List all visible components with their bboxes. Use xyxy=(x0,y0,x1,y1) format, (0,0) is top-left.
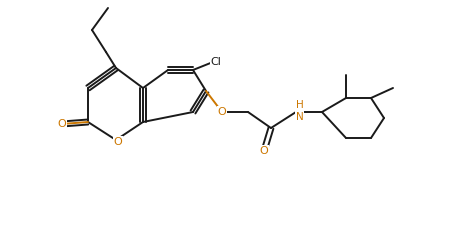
Text: H
N: H N xyxy=(296,100,304,122)
Text: O: O xyxy=(260,146,268,156)
Text: O: O xyxy=(113,137,122,147)
Text: Cl: Cl xyxy=(211,57,221,67)
Text: O: O xyxy=(218,107,226,117)
Text: O: O xyxy=(58,119,66,129)
